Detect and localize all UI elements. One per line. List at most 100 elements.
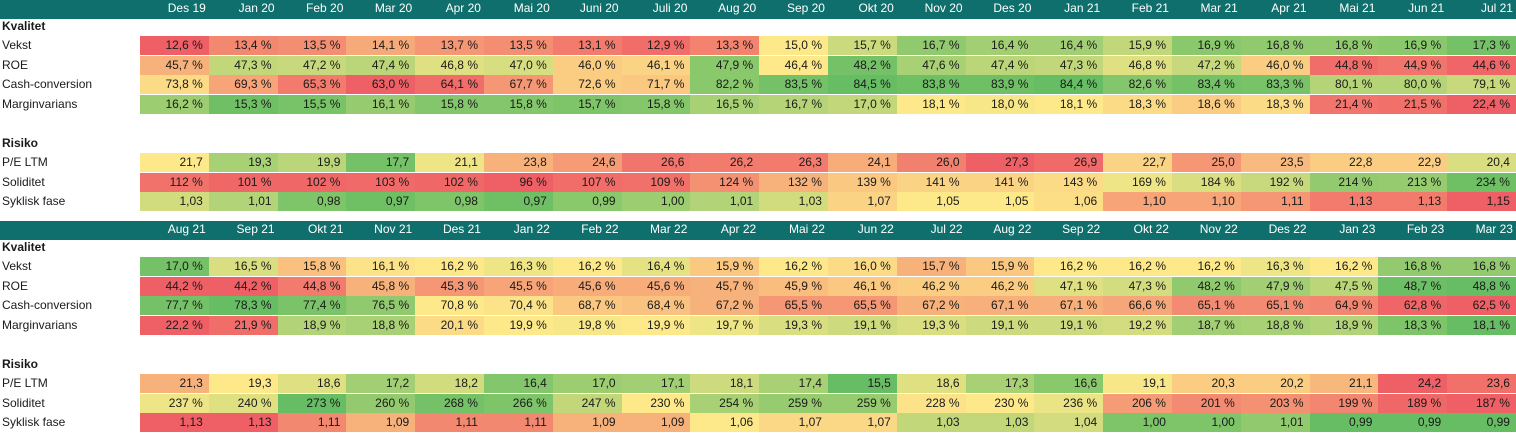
value-cell: 17,0 % — [140, 257, 209, 276]
month-header: Feb 20 — [306, 1, 344, 15]
value-cell: 1,07 — [828, 413, 897, 432]
value-cell: 18,0 % — [965, 95, 1035, 114]
value-cell: 65,1 % — [1172, 296, 1241, 315]
value-cell: 15,8 % — [484, 95, 553, 114]
row-label: Syklisk fase — [2, 194, 66, 208]
month-header: Jan 21 — [1064, 1, 1101, 15]
value-cell: 214 % — [1309, 173, 1379, 192]
value-cell: 240 % — [208, 394, 278, 413]
value-cell: 83,5 % — [759, 75, 828, 94]
value-cell: 266 % — [484, 394, 553, 413]
value-cell: 0,97 — [346, 192, 416, 211]
section-title: Risiko — [2, 136, 39, 150]
month-header: Sep 22 — [1062, 222, 1101, 236]
value-cell: 47,4 % — [965, 56, 1035, 75]
row-label: ROE — [2, 58, 29, 72]
value-cell: 16,4 % — [965, 36, 1035, 55]
value-cell: 16,7 % — [759, 95, 828, 114]
value-cell: 67,1 % — [965, 296, 1035, 315]
month-header: Okt 20 — [858, 1, 894, 15]
value-cell: 17,2 — [346, 374, 416, 393]
value-cell: 203 % — [1240, 394, 1310, 413]
value-cell: 44,8 % — [277, 277, 347, 296]
value-cell: 20,1 % — [415, 316, 484, 335]
value-cell: 62,8 % — [1378, 296, 1448, 315]
value-cell: 22,8 — [1309, 153, 1379, 172]
value-cell: 21,7 — [140, 153, 209, 172]
value-cell: 17,0 — [552, 374, 622, 393]
value-cell: 26,6 — [621, 153, 691, 172]
value-cell: 12,9 % — [621, 36, 691, 55]
value-cell: 1,07 — [759, 413, 828, 432]
value-cell: 72,6 % — [552, 75, 622, 94]
value-cell: 24,2 — [1378, 374, 1448, 393]
value-cell: 16,8 % — [1378, 257, 1448, 276]
value-cell: 18,1 % — [1034, 95, 1104, 114]
value-cell: 48,7 % — [1378, 277, 1448, 296]
value-cell: 19,9 — [277, 153, 347, 172]
table-row: Syklisk fase 1,03 1,01 0,98 0,97 0,98 0,97 0,99… — [0, 192, 1516, 211]
value-cell: 16,0 % — [828, 257, 897, 276]
value-cell: 1,09 — [552, 413, 622, 432]
value-cell: 1,03 — [759, 192, 828, 211]
value-cell: 230 % — [965, 394, 1035, 413]
table-row: Marginvarians 16,2 % 15,3 % 15,5 % 16,1 % 15,… — [0, 95, 1516, 114]
value-cell: 84,5 % — [828, 75, 897, 94]
value-cell: 16,8 % — [1309, 36, 1379, 55]
value-cell: 187 % — [1447, 394, 1516, 413]
value-cell: 21,1 — [1309, 374, 1379, 393]
value-cell: 141 % — [965, 173, 1035, 192]
month-header: Nov 22 — [1199, 222, 1238, 236]
value-cell: 65,3 % — [277, 75, 347, 94]
value-cell: 19,9 % — [484, 316, 553, 335]
value-cell: 47,9 % — [1240, 277, 1310, 296]
value-cell: 71,7 % — [621, 75, 691, 94]
value-cell: 18,1 % — [896, 95, 966, 114]
section-title: Risiko — [2, 357, 39, 371]
month-header: Jun 22 — [857, 222, 894, 236]
value-cell: 47,9 % — [690, 56, 760, 75]
value-cell: 47,0 % — [484, 56, 553, 75]
value-cell: 80,0 % — [1378, 75, 1448, 94]
value-cell: 47,2 % — [277, 56, 347, 75]
value-cell: 1,06 — [690, 413, 760, 432]
value-cell: 80,1 % — [1309, 75, 1379, 94]
month-header: Jan 22 — [513, 222, 550, 236]
value-cell: 15,3 % — [208, 95, 278, 114]
value-cell: 15,0 % — [759, 36, 828, 55]
value-cell: 13,3 % — [690, 36, 760, 55]
value-cell: 96 % — [484, 173, 553, 192]
row-label: Soliditet — [2, 396, 45, 410]
table-row: Cash-conversion 73,8 % 69,3 % 65,3 % 63,0 % 6… — [0, 75, 1516, 94]
value-cell: 16,2 % — [1034, 257, 1104, 276]
value-cell: 18,2 — [415, 374, 484, 393]
row-label: P/E LTM — [2, 376, 48, 390]
value-cell: 19,3 — [208, 374, 278, 393]
section-row: Kvalitet — [0, 17, 1516, 36]
value-cell: 1,05 — [896, 192, 966, 211]
value-cell: 16,4 % — [1034, 36, 1104, 55]
section-row: Risiko — [0, 355, 1516, 374]
value-cell: 46,8 % — [1103, 56, 1172, 75]
month-header: Apr 20 — [445, 1, 481, 15]
value-cell: 17,0 % — [828, 95, 897, 114]
value-cell: 16,8 % — [1447, 257, 1516, 276]
month-header: Jul 22 — [930, 222, 963, 236]
value-cell: 47,6 % — [896, 56, 966, 75]
value-cell: 19,1 % — [965, 316, 1035, 335]
row-label: Cash-conversion — [2, 77, 93, 91]
section-row: Kvalitet — [0, 238, 1516, 257]
value-cell: 1,11 — [1240, 192, 1310, 211]
value-cell: 47,1 % — [1034, 277, 1104, 296]
value-cell: 25,0 — [1172, 153, 1241, 172]
value-cell: 15,9 % — [690, 257, 760, 276]
value-cell: 46,8 % — [415, 56, 484, 75]
value-cell: 22,9 — [1378, 153, 1448, 172]
value-cell: 19,1 % — [1034, 316, 1104, 335]
value-cell: 16,5 % — [690, 95, 760, 114]
value-cell: 19,2 % — [1103, 316, 1172, 335]
value-cell: 16,5 % — [208, 257, 278, 276]
value-cell: 18,6 — [896, 374, 966, 393]
value-cell: 44,9 % — [1378, 56, 1448, 75]
value-cell: 107 % — [552, 173, 622, 192]
